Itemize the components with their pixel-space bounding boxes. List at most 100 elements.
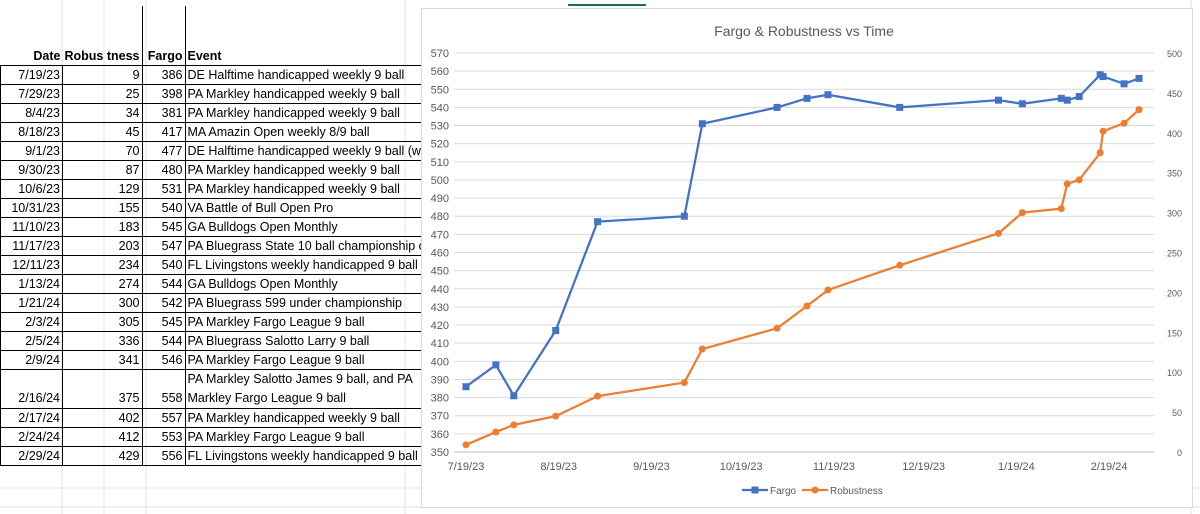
cell-fargo[interactable]: 545: [141, 312, 186, 332]
y-tick-label-left: 540: [431, 102, 449, 114]
cell-robustness[interactable]: 336: [62, 331, 143, 351]
cell-date[interactable]: 10/6/23: [0, 179, 63, 199]
y-tick-label-left: 510: [431, 157, 449, 169]
cell-fargo[interactable]: 547: [141, 236, 186, 256]
cell-event[interactable]: PA Markley Fargo League 9 ball: [184, 427, 450, 447]
cell-robustness[interactable]: 129: [62, 179, 143, 199]
cell-robustness[interactable]: 87: [62, 160, 143, 180]
cell-event[interactable]: PA Markley handicapped weekly 9 ball: [184, 103, 450, 123]
y-tick-label-right: 350: [1167, 169, 1182, 179]
y-tick-label-right: 250: [1167, 249, 1182, 259]
cell-fargo[interactable]: 546: [141, 350, 186, 370]
cell-event[interactable]: MA Amazin Open weekly 8/9 ball: [184, 122, 450, 142]
data-point-robustness: [1063, 180, 1071, 188]
cell-date[interactable]: 2/5/24: [0, 331, 63, 351]
cell-date[interactable]: 2/9/24: [0, 350, 63, 370]
data-point-fargo: [1120, 80, 1128, 88]
cell-robustness[interactable]: 300: [62, 293, 143, 313]
cell-fargo[interactable]: 556: [141, 446, 186, 466]
cell-event[interactable]: PA Markley Salotto James 9 ball, and PA …: [184, 369, 450, 409]
y-tick-label-left: 360: [431, 429, 449, 441]
cell-event[interactable]: PA Bluegrass State 10 ball championship …: [184, 236, 450, 256]
header-fargo[interactable]: Fargo: [142, 6, 186, 66]
cell-event[interactable]: GA Bulldogs Open Monthly: [184, 274, 450, 294]
cell-date[interactable]: 7/29/23: [0, 84, 63, 104]
cell-event[interactable]: PA Bluegrass 599 under championship: [184, 293, 450, 313]
cell-robustness[interactable]: 45: [62, 122, 143, 142]
cell-robustness[interactable]: 70: [62, 141, 143, 161]
cell-date[interactable]: 2/29/24: [0, 446, 63, 466]
cell-date[interactable]: 12/11/23: [0, 255, 63, 275]
cell-event[interactable]: PA Markley handicapped weekly 9 ball: [184, 179, 450, 199]
header-robustness[interactable]: Robus tness: [62, 6, 143, 66]
cell-date[interactable]: 11/10/23: [0, 217, 63, 237]
cell-event[interactable]: PA Markley handicapped weekly 9 ball: [184, 160, 450, 180]
cell-date[interactable]: 2/24/24: [0, 427, 63, 447]
cell-event[interactable]: FL Livingstons weekly handicapped 9 ball: [184, 446, 450, 466]
cell-event[interactable]: VA Battle of Bull Open Pro: [184, 198, 450, 218]
cell-date[interactable]: 11/17/23: [0, 236, 63, 256]
header-event[interactable]: Event: [187, 49, 222, 63]
cell-event[interactable]: PA Markley handicapped weekly 9 ball: [184, 408, 450, 428]
cell-robustness[interactable]: 155: [62, 198, 143, 218]
cell-robustness[interactable]: 402: [62, 408, 143, 428]
cell-event[interactable]: PA Bluegrass Salotto Larry 9 ball: [184, 331, 450, 351]
cell-fargo[interactable]: 544: [141, 274, 186, 294]
cell-event[interactable]: FL Livingstons weekly handicapped 9 ball: [184, 255, 450, 275]
cell-robustness[interactable]: 9: [62, 65, 143, 85]
cell-fargo[interactable]: 386: [141, 65, 186, 85]
cell-robustness[interactable]: 203: [62, 236, 143, 256]
cell-fargo[interactable]: 545: [141, 217, 186, 237]
cell-date[interactable]: 8/4/23: [0, 103, 63, 123]
cell-fargo[interactable]: 417: [141, 122, 186, 142]
cell-fargo[interactable]: 553: [141, 427, 186, 447]
cell-robustness[interactable]: 305: [62, 312, 143, 332]
cell-robustness[interactable]: 274: [62, 274, 143, 294]
cell-event[interactable]: GA Bulldogs Open Monthly: [184, 217, 450, 237]
y-tick-label-left: 500: [431, 175, 449, 187]
cell-date[interactable]: 2/17/24: [0, 408, 63, 428]
cell-event[interactable]: PA Markley Fargo League 9 ball: [184, 350, 450, 370]
cell-robustness[interactable]: 183: [62, 217, 143, 237]
cell-fargo[interactable]: 480: [141, 160, 186, 180]
cell-fargo[interactable]: 531: [141, 179, 186, 199]
cell-fargo[interactable]: 540: [141, 198, 186, 218]
cell-fargo[interactable]: 381: [141, 103, 186, 123]
cell-robustness[interactable]: 25: [62, 84, 143, 104]
cell-fargo[interactable]: 540: [141, 255, 186, 275]
data-point-fargo: [594, 218, 602, 226]
cell-robustness[interactable]: 412: [62, 427, 143, 447]
cell-fargo[interactable]: 398: [141, 84, 186, 104]
cell-date[interactable]: 9/30/23: [0, 160, 63, 180]
cell-fargo[interactable]: 477: [141, 141, 186, 161]
cell-fargo[interactable]: 558: [141, 369, 186, 409]
cell-fargo[interactable]: 544: [141, 331, 186, 351]
y-tick-label-left: 450: [431, 266, 449, 278]
cell-event[interactable]: PA Markley Fargo League 9 ball: [184, 312, 450, 332]
cell-date[interactable]: 8/18/23: [0, 122, 63, 142]
data-point-robustness: [896, 261, 904, 269]
cell-fargo[interactable]: 557: [141, 408, 186, 428]
data-point-robustness: [552, 412, 560, 420]
cell-robustness[interactable]: 429: [62, 446, 143, 466]
cell-robustness[interactable]: 341: [62, 350, 143, 370]
legend-marker-fargo: [751, 486, 759, 494]
cell-event[interactable]: DE Halftime handicapped weekly 9 ball (w…: [184, 141, 450, 161]
cell-date[interactable]: 10/31/23: [0, 198, 63, 218]
cell-date[interactable]: 9/1/23: [0, 141, 63, 161]
cell-date[interactable]: 1/13/24: [0, 274, 63, 294]
header-date[interactable]: Date: [33, 49, 61, 63]
cell-robustness[interactable]: 234: [62, 255, 143, 275]
cell-robustness[interactable]: 34: [62, 103, 143, 123]
y-tick-label-left: 400: [431, 356, 449, 368]
cell-fargo[interactable]: 542: [141, 293, 186, 313]
cell-date[interactable]: 1/21/24: [0, 293, 63, 313]
table-row: 2/16/24 375 558 PA Markley Salotto James 9 …: [0, 369, 450, 409]
cell-event[interactable]: DE Halftime handicapped weekly 9 ball: [184, 65, 450, 85]
cell-date[interactable]: 7/19/23: [0, 65, 63, 85]
cell-date[interactable]: 2/16/24: [0, 369, 63, 409]
cell-date[interactable]: 2/3/24: [0, 312, 63, 332]
cell-event[interactable]: PA Markley handicapped weekly 9 ball: [184, 84, 450, 104]
cell-robustness[interactable]: 375: [62, 369, 143, 409]
chart-panel[interactable]: Fargo & Robustness vs Time 350 360 370 380 39…: [421, 8, 1193, 508]
